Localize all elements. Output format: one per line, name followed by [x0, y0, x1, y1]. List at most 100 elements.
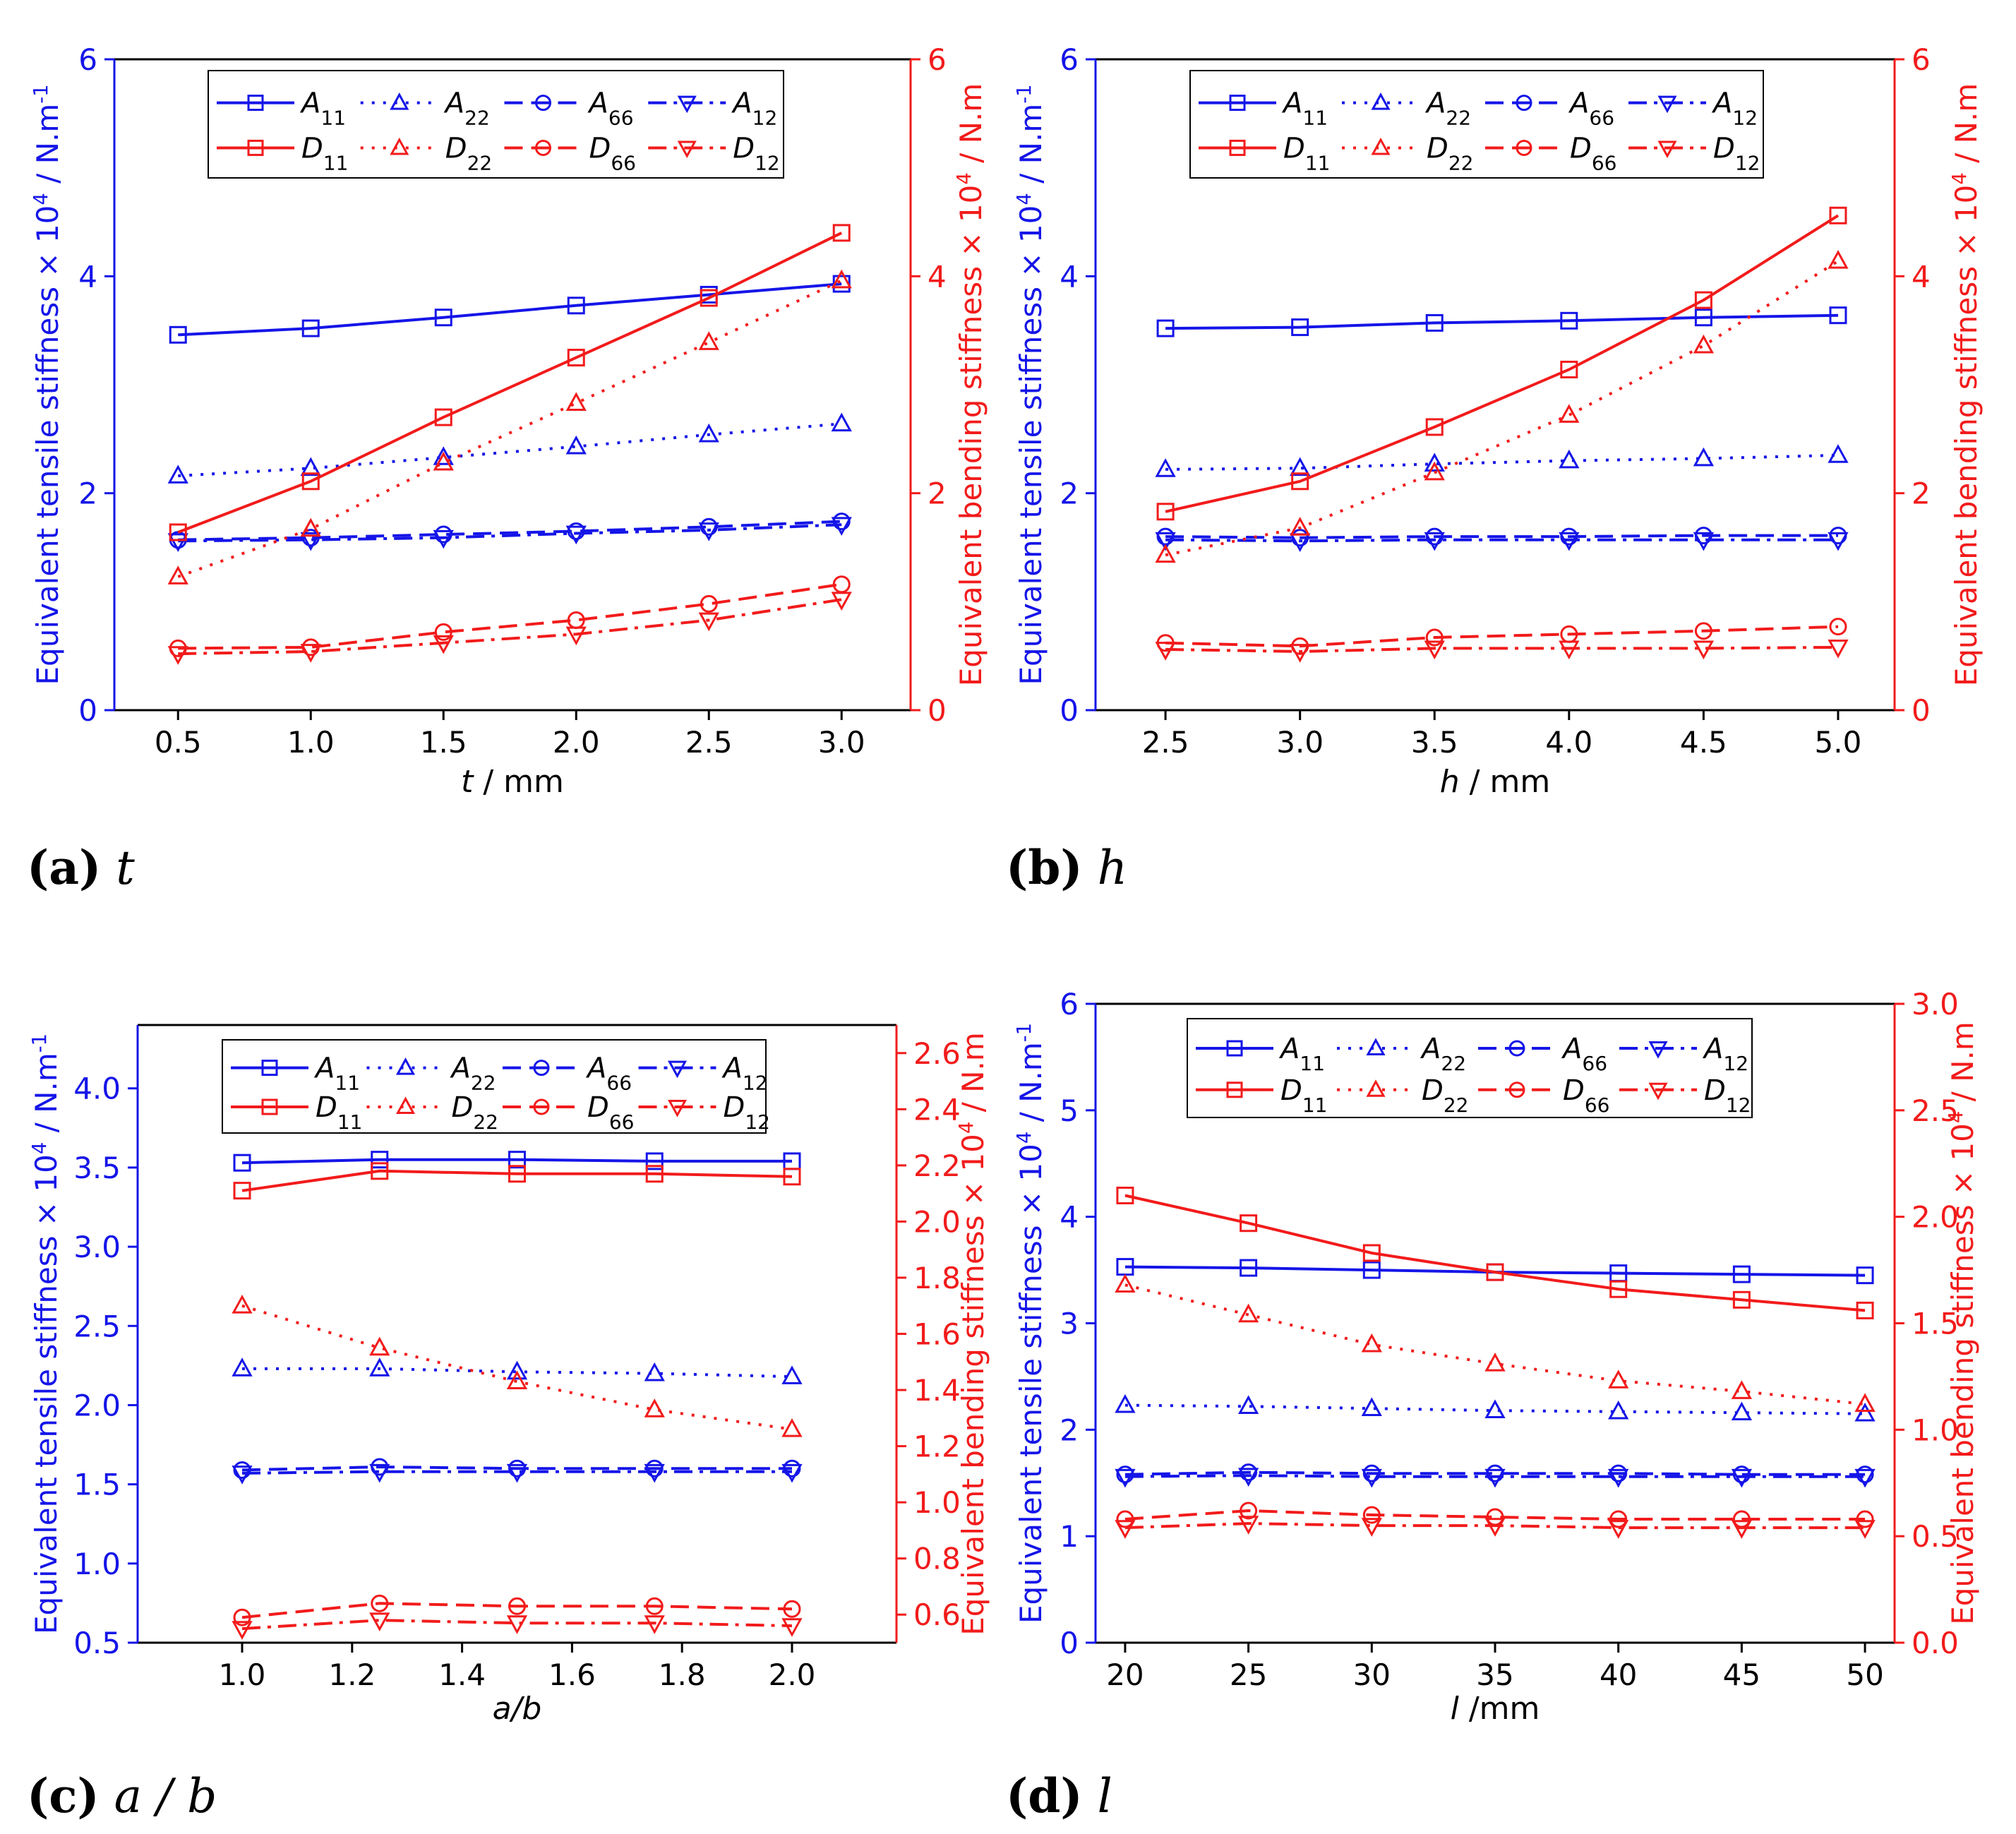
data-point-D66	[233, 1608, 251, 1626]
data-point-D12	[781, 1618, 803, 1637]
legend-marker-triangle	[390, 137, 409, 155]
legend-label: D11	[301, 132, 348, 174]
series-A66	[169, 513, 851, 549]
data-point-D22	[232, 1294, 253, 1314]
series-D22	[1115, 1273, 1876, 1412]
data-point-D11	[1486, 1263, 1504, 1281]
caption-d: (d) l	[1006, 1768, 1112, 1823]
data-point-D12	[1731, 1520, 1753, 1539]
series-line-D12	[1124, 1522, 1866, 1530]
y-axis-label-left: Equivalent tensile stiffness × 104 / N.m…	[30, 84, 66, 685]
data-point-D22	[1361, 1333, 1382, 1353]
data-point-A11	[169, 325, 187, 344]
legend-box	[1187, 1018, 1753, 1118]
left-y-tick-label: 2	[1060, 477, 1079, 511]
legend-marker-circle	[1508, 1081, 1525, 1098]
data-point-A22	[1854, 1402, 1876, 1422]
data-point-A11	[1856, 1266, 1874, 1285]
right-y-tick-label: 2.4	[913, 1092, 961, 1127]
series-A11	[169, 275, 851, 344]
data-point-A22	[1361, 1397, 1382, 1417]
data-point-A11	[1694, 308, 1712, 327]
left-y-tick-label: 0	[1060, 693, 1079, 728]
data-point-D22	[644, 1398, 665, 1418]
legend-box	[222, 1039, 767, 1134]
chart-panel-b: 2.5 3.0 3.5 4.0 4.5 5.0 0 2 4 6 0 2 4 6 Equivalent ten…	[1014, 42, 1984, 800]
data-point-D12	[1693, 640, 1715, 660]
legend-marker-tridown	[1657, 140, 1677, 159]
x-tick-label: 2.0	[553, 725, 600, 760]
data-point-A11	[567, 296, 585, 315]
data-point-A22	[369, 1357, 390, 1377]
series-D22	[167, 269, 852, 585]
legend-label: A66	[587, 88, 634, 130]
x-tick-label: 2.5	[685, 725, 733, 760]
legend-marker-triangle	[390, 92, 409, 110]
series-line-A66	[1124, 1470, 1866, 1476]
data-point-A12	[1361, 1468, 1382, 1488]
data-point-A11	[1732, 1265, 1751, 1283]
series-D22	[1155, 250, 1849, 563]
right-y-tick-label: 2.5	[1912, 1093, 1959, 1128]
series-line-A22	[1165, 453, 1839, 471]
data-point-D66	[508, 1597, 526, 1615]
data-point-D22	[781, 1418, 803, 1437]
data-point-D11	[1560, 360, 1578, 378]
legend-marker-triangle	[1371, 92, 1391, 110]
data-point-D12	[565, 626, 587, 646]
y-axis-label-left: Equivalent tensile stiffness × 104 / N.m…	[29, 1033, 64, 1634]
legend: A11 A22 A66 A12 D11 D22 D66 D12	[222, 1039, 770, 1134]
series-A12	[167, 517, 852, 553]
data-point-D11	[1856, 1301, 1874, 1319]
data-point-D22	[565, 392, 587, 411]
data-point-D22	[1608, 1369, 1629, 1389]
legend: A11 A22 A66 A12 D11 D22 D66 D12	[208, 70, 784, 179]
data-point-A11	[508, 1151, 526, 1169]
x-tick-label: 30	[1353, 1658, 1391, 1692]
x-tick-label: 1.6	[548, 1658, 596, 1692]
data-point-A22	[433, 446, 454, 465]
right-y-tick-label: 2.0	[913, 1204, 961, 1239]
series-line-A22	[178, 422, 842, 478]
legend-label: A11	[1281, 88, 1328, 130]
data-point-A11	[1560, 311, 1578, 330]
legend-label: D11	[316, 1091, 362, 1134]
x-tick-label: 3.0	[1276, 725, 1324, 760]
data-point-D11	[1291, 472, 1309, 491]
x-tick-label: 25	[1230, 1658, 1267, 1692]
right-y-tick-label: 3.0	[1912, 987, 1959, 1021]
x-axis-label: h / mm	[1440, 764, 1550, 800]
data-point-D66	[1362, 1506, 1381, 1524]
x-tick-label: 2.0	[769, 1658, 816, 1692]
legend-marker-circle	[1508, 1040, 1525, 1057]
data-point-D11	[567, 349, 585, 367]
x-axis-label: a/b	[493, 1691, 542, 1727]
data-point-A12	[1237, 1468, 1259, 1487]
caption-d-var: l	[1097, 1769, 1112, 1823]
data-point-D12	[1484, 1518, 1506, 1537]
series-line-D22	[1124, 1283, 1866, 1406]
data-point-D66	[645, 1597, 664, 1615]
x-tick-label: 45	[1723, 1658, 1760, 1692]
legend-entry-D22: D22	[1337, 1074, 1468, 1116]
data-point-A22	[232, 1357, 253, 1377]
series-line-A12	[178, 523, 842, 543]
x-tick-label: 1.0	[287, 725, 335, 760]
series-A12	[1155, 532, 1849, 553]
data-point-A22	[1237, 1395, 1259, 1414]
data-point-D22	[1155, 544, 1176, 563]
series-line-D11	[1124, 1194, 1866, 1312]
data-point-D11	[371, 1162, 389, 1180]
data-point-A66	[1116, 1466, 1134, 1484]
right-y-tick-label: 1.0	[1912, 1413, 1959, 1447]
legend-entry-D66: D66	[1485, 132, 1616, 174]
data-point-D11	[169, 523, 187, 541]
caption-d-letter: (d)	[1006, 1768, 1083, 1823]
data-point-A12	[1854, 1468, 1876, 1488]
x-tick-label: 3.0	[818, 725, 865, 760]
data-point-D11	[233, 1182, 251, 1200]
data-point-A22	[1484, 1399, 1506, 1419]
data-point-D11	[783, 1168, 801, 1186]
series-line-D22	[1165, 260, 1840, 557]
